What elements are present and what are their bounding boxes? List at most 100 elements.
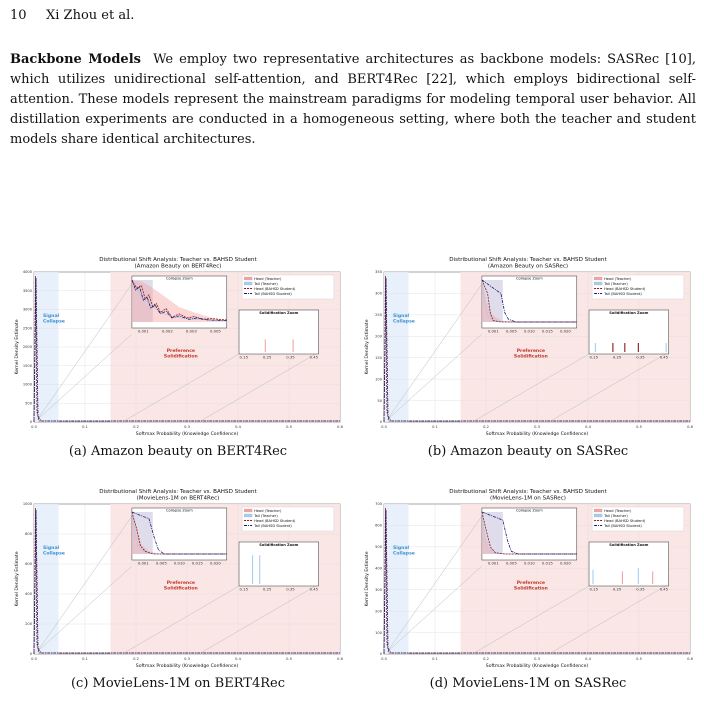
solidification-zoom-tick: 0.45 (310, 355, 319, 360)
zoom-connector (202, 353, 316, 421)
legend-swatch (243, 281, 253, 286)
y-tick-label: 500 (25, 401, 33, 405)
inset-tail-student-line (131, 511, 227, 555)
preference-annotation-line2: Solidification (164, 354, 198, 360)
chart-title: Distributional Shift Analysis: Teacher v… (99, 489, 257, 495)
y-tick-label: 700 (375, 502, 383, 506)
x-tick-label: 0.5 (636, 657, 642, 661)
preference-annotation-line2: Solidification (514, 586, 548, 592)
signal-annotation: Signal (393, 313, 410, 319)
x-tick-label: 0.4 (585, 657, 591, 661)
legend-entry: Tail (Teacher) (253, 282, 278, 286)
zoom-connector (202, 585, 316, 653)
y-axis-label: Kernel Density Estimate (14, 319, 20, 374)
collapse-zoom-tick: 0.005 (506, 561, 517, 566)
zoom-connector (475, 353, 590, 421)
y-tick-label: 0 (30, 420, 33, 424)
caption-d: (d) MovieLens-1M on SASRec (429, 676, 627, 691)
legend-entry: Tail (Teacher) (603, 514, 628, 518)
solidification-zoom-title: Solidification Zoom (609, 543, 648, 547)
y-tick-label: 2000 (23, 345, 33, 349)
legend-box (591, 274, 685, 300)
collapse-zoom-tick: 0.002 (162, 329, 173, 334)
zoom-connector (386, 515, 483, 653)
legend-box (591, 506, 685, 532)
signal-annotation-line2: Collapse (43, 319, 65, 325)
solidification-zoom-inset (588, 309, 669, 355)
x-tick-label: 0.5 (286, 425, 292, 429)
zoom-connector (386, 283, 483, 421)
legend-entry: Head (BAHSD Student) (604, 287, 646, 291)
solidification-zoom-tick: 0.15 (240, 355, 249, 360)
y-tick-label: 150 (375, 356, 383, 360)
zoom-connector (386, 333, 483, 421)
legend-entry: Head (Teacher) (604, 509, 632, 513)
chart-subtitle: (MovieLens-1M on SASRec) (490, 496, 566, 502)
solidification-zoom-tick: 0.15 (240, 587, 249, 592)
figure-d: Distributional Shift Analysis: Teacher v… (360, 486, 696, 686)
x-tick-label: 0.6 (337, 657, 343, 661)
inset-tail-student-line (131, 279, 227, 321)
solidification-zoom-tick: 0.45 (660, 587, 669, 592)
legend-entry: Tail (BAHSD Student) (603, 524, 642, 528)
zoom-connector (36, 515, 133, 653)
solidification-zoom-title: Solidification Zoom (609, 311, 648, 315)
x-tick-label: 0.0 (31, 425, 37, 429)
solidification-zoom-tick: 0.25 (613, 587, 622, 592)
signal-collapse-region (384, 504, 409, 654)
paragraph-heading: Backbone Models (10, 52, 141, 67)
preference-annotation: Preference (517, 580, 545, 586)
x-tick-label: 0.1 (82, 425, 88, 429)
signal-annotation: Signal (393, 545, 410, 551)
collapse-zoom-tick: 0.005 (506, 329, 517, 334)
chart-title: Distributional Shift Analysis: Teacher v… (449, 489, 607, 495)
running-header: 10 Xi Zhou et al. (10, 8, 134, 23)
collapse-zoom-tick: 0.001 (138, 329, 149, 334)
solidification-zoom-tick: 0.15 (590, 355, 599, 360)
main-tail-student-line (383, 277, 690, 423)
x-axis-label: Softmax Probability (Knowledge Confidenc… (136, 663, 239, 669)
solidification-zoom-tick: 0.35 (286, 587, 295, 592)
legend-swatch (243, 508, 253, 513)
x-axis-label: Softmax Probability (Knowledge Confidenc… (136, 431, 239, 437)
x-tick-label: 0.3 (184, 425, 190, 429)
solidification-zoom-inset (238, 309, 319, 355)
inset-head-teacher-area (131, 280, 227, 322)
legend-entry: Head (BAHSD Student) (254, 287, 296, 291)
solidification-zoom-tick: 0.45 (660, 355, 669, 360)
chart-c: Distributional Shift Analysis: Teacher v… (14, 489, 344, 669)
y-tick-label: 400 (25, 592, 33, 596)
inset-tail-student-line (481, 279, 577, 323)
collapse-zoom-tick: 0.005 (156, 561, 167, 566)
zoom-connector (552, 585, 666, 653)
chart-subtitle: (Amazon Beauty on BERT4Rec) (134, 264, 221, 270)
x-tick-label: 0.2 (133, 657, 139, 661)
y-tick-label: 600 (25, 562, 33, 566)
y-tick-label: 3500 (23, 289, 33, 293)
y-tick-label: 200 (375, 609, 383, 613)
signal-annotation-line2: Collapse (393, 551, 415, 557)
legend-entry: Head (Teacher) (254, 509, 282, 513)
x-tick-label: 0.6 (687, 425, 693, 429)
y-tick-label: 1000 (23, 383, 33, 387)
collapse-zoom-title: Collapse Zoom (166, 277, 193, 281)
y-tick-label: 350 (375, 270, 383, 274)
collapse-zoom-tick: 0.015 (542, 329, 553, 334)
x-tick-label: 0.2 (133, 425, 139, 429)
collapse-zoom-tick: 0.020 (560, 329, 571, 334)
x-tick-label: 0.0 (381, 425, 387, 429)
y-tick-label: 4000 (23, 270, 33, 274)
collapse-zoom-tick: 0.010 (524, 561, 535, 566)
y-tick-label: 3000 (23, 308, 33, 312)
collapse-zoom-tick: 0.005 (210, 329, 221, 334)
chart-d: Distributional Shift Analysis: Teacher v… (364, 489, 694, 669)
zoom-connector (386, 565, 483, 653)
solidification-zoom-inset (238, 541, 319, 587)
y-tick-label: 500 (375, 545, 383, 549)
zoom-connector (36, 333, 133, 421)
x-tick-label: 0.6 (337, 425, 343, 429)
collapse-zoom-tick: 0.010 (174, 561, 185, 566)
collapse-zoom-title: Collapse Zoom (516, 277, 543, 281)
x-tick-label: 0.1 (432, 657, 438, 661)
solidification-zoom-tick: 0.25 (263, 587, 272, 592)
